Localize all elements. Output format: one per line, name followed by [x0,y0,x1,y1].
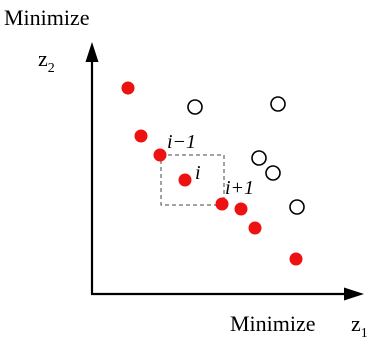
front-point [248,221,262,235]
axes [85,42,364,301]
dominated-point [251,150,267,166]
dominated-point [187,99,203,115]
front-point [121,81,135,95]
front-point-i-plus-1 [215,197,229,211]
x-axis-subscript: 1 [361,326,368,341]
y-axis-subscript: 2 [48,61,55,76]
y-axis-variable: z2 [38,46,55,76]
label-i: i [195,162,201,184]
front-point [134,129,148,143]
label-i-minus-1: i−1 [167,131,196,153]
front-point [234,202,248,216]
y-axis-arrowhead [85,42,99,62]
dominated-point [265,165,281,181]
dominated-points [187,96,305,215]
y-axis-title: Minimize [4,5,90,30]
dominated-point [270,96,286,112]
label-i-plus-1: i+1 [225,177,254,199]
x-axis-variable: z1 [351,311,368,341]
x-axis-title: Minimize [230,311,316,336]
crowding-distance-box [160,154,225,206]
dominated-point [289,199,305,215]
nondominated-points [121,81,303,266]
front-point-i-minus-1 [153,148,167,162]
x-axis-arrowhead [344,287,364,301]
front-point-i [178,173,192,187]
front-point [289,252,303,266]
